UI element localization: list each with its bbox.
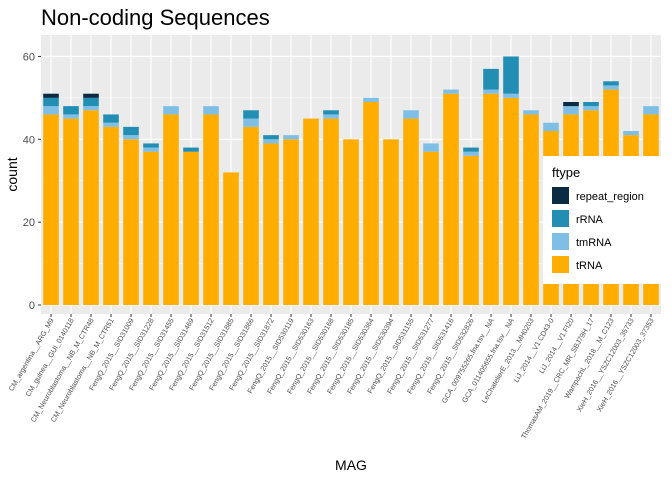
bar-segment-tmRNA <box>103 122 119 127</box>
bar-segment-tmRNA <box>363 97 379 102</box>
y-axis-title: count <box>4 157 20 191</box>
bar-segment-tRNA <box>163 114 179 305</box>
bar-segment-rRNA <box>263 135 279 140</box>
bar-segment-repeat-region <box>563 102 579 107</box>
bar-segment-rRNA <box>503 56 519 94</box>
bar-segment-tmRNA <box>503 93 519 98</box>
bar-segment-tRNA <box>143 151 159 305</box>
legend-label-tmRNA: tmRNA <box>576 237 612 249</box>
bar-segment-rRNA <box>123 126 139 136</box>
bar-segment-tRNA <box>83 110 99 306</box>
legend: ftype repeat_region rRNA tmRNA tRNA <box>543 156 663 284</box>
bar-segment-tmRNA <box>583 106 599 111</box>
bar-segment-tmRNA <box>83 106 99 111</box>
legend-key-repeat-region <box>552 187 569 204</box>
legend-label-rRNA: rRNA <box>576 214 604 226</box>
bar-segment-rRNA <box>603 81 619 86</box>
bar-segment-rRNA <box>103 114 119 123</box>
x-axis: CM_argentina__ARG_M9CM_guinea__GUI_01401… <box>7 314 656 440</box>
bar-segment-rRNA <box>323 110 339 115</box>
bar-segment-tmRNA <box>523 110 539 115</box>
legend-title: ftype <box>552 165 580 180</box>
bar-segment-tRNA <box>363 102 379 305</box>
bar-segment-tmRNA <box>123 135 139 140</box>
bar-segment-tRNA <box>503 97 519 305</box>
bar-segment-tRNA <box>223 172 239 305</box>
bar-segment-tmRNA <box>543 122 559 131</box>
bar-segment-tRNA <box>343 139 359 305</box>
bar-segment-tmRNA <box>323 114 339 119</box>
bar-segment-rRNA <box>243 110 259 119</box>
legend-label-tRNA: tRNA <box>576 260 603 272</box>
y-tick-label: 0 <box>29 300 35 312</box>
bar-segment-tRNA <box>403 118 419 305</box>
bar-segment-tRNA <box>303 118 319 305</box>
bar-segment-tRNA <box>43 114 59 305</box>
legend-key-rRNA <box>552 210 569 227</box>
bar-segment-rRNA <box>63 106 79 115</box>
bar-segment-tmRNA <box>263 139 279 144</box>
bar-segment-tmRNA <box>423 143 439 152</box>
bar-segment-tRNA <box>103 126 119 305</box>
bar-segment-tmRNA <box>483 89 499 94</box>
y-tick-label: 60 <box>23 51 35 63</box>
bar-segment-tmRNA <box>463 151 479 156</box>
bar-segment-rRNA <box>43 97 59 107</box>
bar-segment-repeat-region <box>43 93 59 98</box>
legend-label-repeat-region: repeat_region <box>576 191 644 203</box>
bar-segment-tRNA <box>263 143 279 305</box>
bar-segment-tmRNA <box>603 85 619 90</box>
bar-segment-rRNA <box>143 143 159 148</box>
y-axis: 0 20 40 60 <box>23 51 41 312</box>
bar-segment-tmRNA <box>623 131 639 136</box>
bar-segment-rRNA <box>463 147 479 152</box>
bar-segment-tRNA <box>123 139 139 305</box>
bar-segment-rRNA <box>583 102 599 107</box>
bar-segment-tRNA <box>283 139 299 305</box>
bar-segment-tmRNA <box>203 106 219 115</box>
bar-segment-tmRNA <box>563 106 579 115</box>
bar-segment-repeat-region <box>83 93 99 98</box>
bar-segment-tmRNA <box>43 106 59 115</box>
bar-segment-tmRNA <box>163 106 179 115</box>
bar-segment-tRNA <box>443 93 459 305</box>
y-tick-label: 40 <box>23 134 35 146</box>
bar-segment-tRNA <box>463 155 479 305</box>
bar-segment-tRNA <box>523 114 539 305</box>
bar-segment-tmRNA <box>443 89 459 94</box>
bar-segment-tRNA <box>63 118 79 305</box>
bar-segment-rRNA <box>83 97 99 107</box>
bar-segment-tmRNA <box>403 110 419 119</box>
bar-segment-tRNA <box>183 151 199 305</box>
x-axis-title: MAG <box>335 457 367 473</box>
legend-key-tRNA <box>552 256 569 273</box>
bar-segment-rRNA <box>183 147 199 152</box>
legend-key-tmRNA <box>552 233 569 250</box>
y-tick-label: 20 <box>23 217 35 229</box>
bar-segment-tRNA <box>323 118 339 305</box>
bar-segment-tRNA <box>203 114 219 305</box>
bar-segment-tmRNA <box>643 106 659 115</box>
bar-segment-tmRNA <box>63 114 79 119</box>
bar-segment-tmRNA <box>283 135 299 140</box>
bar-segment-tRNA <box>383 139 399 305</box>
bar-segment-tRNA <box>483 93 499 305</box>
chart-title: Non-coding Sequences <box>41 5 270 30</box>
bar-segment-rRNA <box>483 68 499 90</box>
bar-segment-tmRNA <box>143 147 159 152</box>
bar-segment-tmRNA <box>243 118 259 127</box>
bar-segment-tRNA <box>243 126 259 305</box>
bar-segment-tRNA <box>423 151 439 305</box>
